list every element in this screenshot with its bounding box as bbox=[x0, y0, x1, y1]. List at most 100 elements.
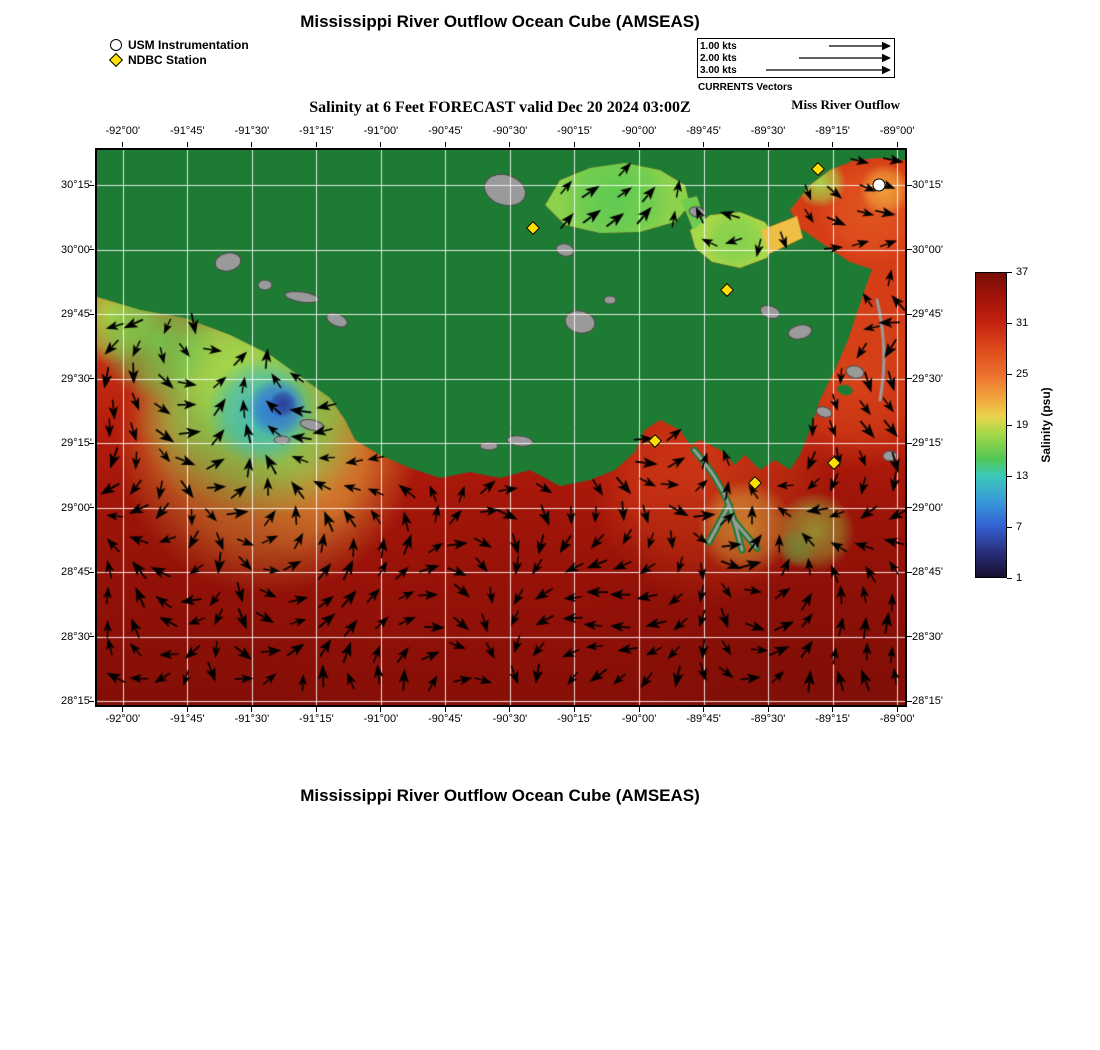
figure-subtitle: Salinity at 6 Feet FORECAST valid Dec 20… bbox=[309, 99, 691, 116]
axis-tick bbox=[89, 442, 94, 444]
colorbar-tick bbox=[1007, 577, 1012, 579]
vector-arrow-icon bbox=[766, 65, 891, 75]
y-tick-label-left: 30°00' bbox=[61, 243, 92, 256]
ndbc-marker-icon bbox=[108, 52, 124, 67]
axis-tick bbox=[907, 571, 912, 573]
axis-tick bbox=[89, 700, 94, 702]
axis-tick bbox=[509, 707, 511, 712]
axis-tick bbox=[315, 707, 317, 712]
x-tick-label-top: -91°00' bbox=[363, 125, 399, 137]
axis-tick bbox=[89, 313, 94, 315]
axis-tick bbox=[122, 142, 124, 147]
axis-tick bbox=[907, 636, 912, 638]
y-tick-label-left: 28°15' bbox=[61, 695, 92, 708]
axis-tick bbox=[89, 507, 94, 509]
colorbar-tick-label: 7 bbox=[1016, 521, 1023, 533]
x-tick-label-top: -90°00' bbox=[621, 125, 657, 137]
region-label: Miss River Outflow bbox=[791, 97, 900, 112]
y-tick-label-left: 29°45' bbox=[61, 308, 92, 321]
axis-tick bbox=[638, 707, 640, 712]
x-tick-label-bottom: -89°00' bbox=[879, 713, 915, 725]
vector-key-row: 1.00 kts bbox=[700, 40, 892, 52]
axis-tick bbox=[907, 313, 912, 315]
vector-key-speed-label: 1.00 kts bbox=[700, 40, 737, 52]
axis-tick bbox=[122, 707, 124, 712]
axis-tick bbox=[767, 707, 769, 712]
axis-tick bbox=[703, 142, 705, 147]
colorbar-tick bbox=[1007, 271, 1012, 273]
y-tick-label-right: 28°45' bbox=[912, 566, 943, 579]
axis-tick bbox=[89, 636, 94, 638]
x-tick-label-top: -89°00' bbox=[879, 125, 915, 137]
y-tick-label-right: 28°15' bbox=[912, 695, 943, 708]
y-tick-label-left: 29°15' bbox=[61, 437, 92, 450]
axis-tick bbox=[907, 507, 912, 509]
vector-key-caption: CURRENTS Vectors bbox=[698, 82, 793, 93]
colorbar-label: Salinity (psu) bbox=[1039, 387, 1053, 463]
x-tick-label-bottom: -91°45' bbox=[170, 713, 205, 725]
colorbar-tick bbox=[1007, 322, 1012, 324]
y-tick-label-right: 29°15' bbox=[912, 437, 943, 450]
axis-tick bbox=[573, 707, 575, 712]
x-tick-label-bottom: -89°30' bbox=[750, 713, 786, 725]
axis-tick bbox=[573, 142, 575, 147]
colorbar-tick-label: 19 bbox=[1016, 419, 1029, 431]
x-tick-label-bottom: -90°00' bbox=[621, 713, 657, 725]
y-tick-label-right: 30°15' bbox=[912, 179, 943, 192]
axis-tick bbox=[89, 378, 94, 380]
axis-tick bbox=[380, 707, 382, 712]
colorbar-tick-label: 13 bbox=[1016, 470, 1029, 482]
colorbar-tick bbox=[1007, 526, 1012, 528]
axis-tick bbox=[896, 707, 898, 712]
colorbar-tick bbox=[1007, 424, 1012, 426]
x-tick-label-bottom: -90°15' bbox=[557, 713, 592, 725]
x-tick-label-bottom: -90°30' bbox=[492, 713, 528, 725]
axis-tick bbox=[832, 142, 834, 147]
legend-row-usm: USM Instrumentation bbox=[110, 37, 249, 52]
x-tick-label-top: -89°15' bbox=[815, 125, 850, 137]
axis-tick bbox=[186, 142, 188, 147]
x-tick-label-top: -90°45' bbox=[428, 125, 463, 137]
y-tick-label-right: 29°45' bbox=[912, 308, 943, 321]
y-tick-label-right: 29°00' bbox=[912, 501, 943, 514]
axis-tick bbox=[703, 707, 705, 712]
x-tick-label-top: -92°00' bbox=[105, 125, 141, 137]
x-tick-label-top: -91°45' bbox=[170, 125, 205, 137]
colorbar-tick-label: 37 bbox=[1016, 266, 1029, 278]
map-frame bbox=[95, 148, 907, 707]
axis-tick bbox=[896, 142, 898, 147]
axis-tick bbox=[89, 249, 94, 251]
x-tick-label-bottom: -91°00' bbox=[363, 713, 399, 725]
current-vector-key-box: 1.00 kts 2.00 kts 3.00 kts bbox=[697, 38, 895, 78]
y-tick-label-right: 30°00' bbox=[912, 243, 943, 256]
x-tick-label-bottom: -90°45' bbox=[428, 713, 463, 725]
usm-marker-icon bbox=[110, 38, 122, 51]
axis-tick bbox=[444, 707, 446, 712]
axis-tick bbox=[89, 184, 94, 186]
x-tick-label-top: -91°15' bbox=[299, 125, 334, 137]
usm-legend-label: USM Instrumentation bbox=[128, 37, 249, 52]
axis-tick bbox=[251, 142, 253, 147]
vector-key-row: 2.00 kts bbox=[700, 52, 892, 64]
vector-key-row: 3.00 kts bbox=[700, 64, 892, 76]
colorbar-tick-label: 1 bbox=[1016, 572, 1023, 584]
vector-key-speed-label: 3.00 kts bbox=[700, 64, 737, 76]
y-tick-label-left: 30°15' bbox=[61, 179, 92, 192]
colorbar-tick-label: 25 bbox=[1016, 368, 1029, 380]
x-tick-label-bottom: -92°00' bbox=[105, 713, 141, 725]
colorbar-tick-label: 31 bbox=[1016, 317, 1029, 329]
y-tick-label-left: 29°00' bbox=[61, 501, 92, 514]
colorbar-tick bbox=[1007, 373, 1012, 375]
axis-tick bbox=[251, 707, 253, 712]
usm-instrument-marker bbox=[872, 178, 886, 192]
figure-title: Mississippi River Outflow Ocean Cube (AM… bbox=[300, 12, 700, 31]
x-tick-label-top: -89°45' bbox=[686, 125, 721, 137]
y-tick-label-left: 29°30' bbox=[61, 372, 92, 385]
axis-tick bbox=[444, 142, 446, 147]
y-tick-label-right: 28°30' bbox=[912, 630, 943, 643]
x-tick-label-bottom: -91°30' bbox=[234, 713, 270, 725]
x-tick-label-top: -90°30' bbox=[492, 125, 528, 137]
axis-tick bbox=[907, 184, 912, 186]
axis-tick bbox=[89, 571, 94, 573]
